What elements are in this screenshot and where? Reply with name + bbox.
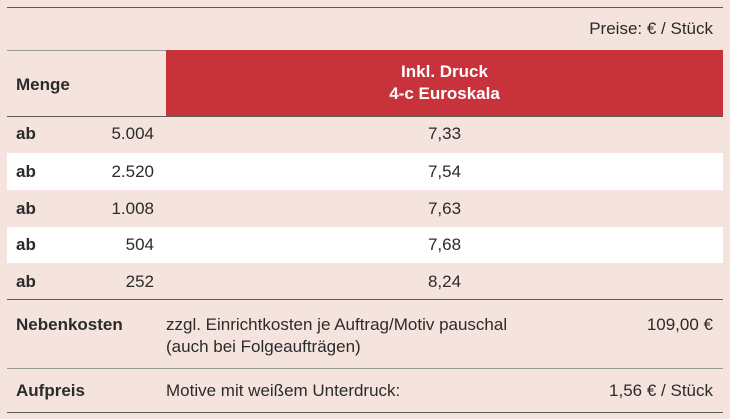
- row-prefix: ab: [16, 235, 36, 254]
- extra-costs-label: Nebenkosten: [16, 315, 123, 334]
- units-label: Preise: € / Stück: [589, 19, 713, 38]
- row-quantity: 252: [125, 272, 154, 291]
- rows-bottom-rule: [7, 299, 723, 300]
- price-column-header: Inkl. Druck 4-c Euroskala: [166, 50, 723, 116]
- surcharge-amount: 1,56 € / Stück: [609, 381, 713, 400]
- row-quantity: 2.520: [111, 162, 154, 181]
- extra-costs-bottom-rule: [7, 368, 723, 369]
- top-rule: [7, 7, 723, 8]
- row-price: 7,68: [427, 235, 462, 254]
- row-quantity: 5.004: [111, 124, 154, 143]
- row-band: [7, 153, 723, 190]
- price-header-line2: 4-c Euroskala: [389, 84, 500, 103]
- row-band: [7, 227, 723, 263]
- extra-costs-amount: 109,00 €: [646, 315, 713, 334]
- row-price: 8,24: [427, 272, 462, 291]
- bottom-rule: [7, 412, 723, 413]
- row-prefix: ab: [16, 272, 36, 291]
- row-prefix: ab: [16, 124, 36, 143]
- surcharge-desc: Motive mit weißem Unterdruck:: [166, 381, 401, 400]
- row-price: 7,33: [427, 124, 462, 143]
- row-prefix: ab: [16, 199, 36, 218]
- extra-costs-desc-line2: (auch bei Folgeaufträgen): [166, 337, 361, 356]
- row-quantity: 1.008: [111, 199, 154, 218]
- row-price: 7,63: [427, 199, 462, 218]
- row-prefix: ab: [16, 162, 36, 181]
- price-header-line1: Inkl. Druck: [401, 62, 488, 81]
- extra-costs-desc-line1: zzgl. Einrichtkosten je Auftrag/Motiv pa…: [166, 315, 508, 334]
- header-bottom-rule: [7, 116, 723, 117]
- row-price: 7,54: [427, 162, 462, 181]
- row-quantity: 504: [125, 235, 154, 254]
- surcharge-label: Aufpreis: [16, 381, 85, 400]
- quantity-header: Menge: [16, 75, 70, 94]
